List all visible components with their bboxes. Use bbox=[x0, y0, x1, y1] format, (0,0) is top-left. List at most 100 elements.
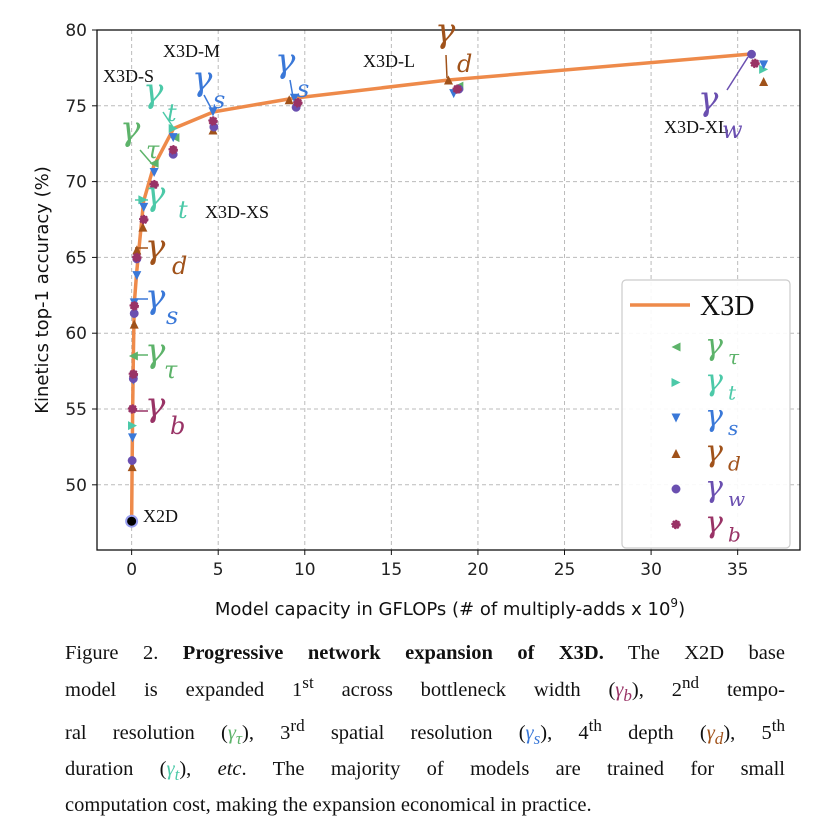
x2d-point bbox=[125, 514, 139, 528]
ticks: 0 5 10 15 20 25 30 35 50 55 60 65 70 75 80 bbox=[65, 21, 748, 580]
annot-d-l-pointer bbox=[445, 54, 448, 79]
legend-label-gamma-τ: γ bbox=[705, 328, 723, 363]
legend-x3d-label: X3D bbox=[700, 291, 754, 322]
annot-s-subscript: s bbox=[166, 302, 178, 330]
annot-tau-subscript: τ bbox=[146, 136, 160, 164]
annot-d-l-gamma: γ bbox=[435, 11, 456, 51]
caption-line: Figure 2. Progressive network expansion … bbox=[65, 642, 785, 664]
marker-gamma-s bbox=[132, 271, 142, 281]
legend-label-sub-s: s bbox=[728, 416, 738, 440]
annot-s-9-pointer bbox=[289, 79, 294, 98]
caption-line: ral resolution (γτ), 3rd spatial resolut… bbox=[65, 715, 786, 748]
y-tick-label: 50 bbox=[65, 476, 87, 496]
annot-t-xs-subscript: t bbox=[178, 196, 188, 224]
x-tick-label: 25 bbox=[554, 560, 576, 580]
marker-gamma-b bbox=[129, 301, 139, 311]
label-x3d-xl: X3D-XL bbox=[664, 117, 729, 137]
annot-s-m-gamma: γ bbox=[192, 59, 213, 99]
marker-gamma-d bbox=[138, 222, 148, 232]
x-tick-label: 20 bbox=[467, 560, 489, 580]
y-tick-label: 80 bbox=[65, 21, 87, 41]
marker-gamma-s bbox=[168, 133, 178, 143]
legend-marker-b bbox=[671, 519, 681, 530]
annot-t-s-gamma: γ bbox=[143, 71, 164, 111]
y-axis-label: Kinetics top-1 accuracy (%) bbox=[32, 166, 53, 414]
x-tick-label: 15 bbox=[381, 560, 403, 580]
marker-gamma-t bbox=[168, 124, 178, 134]
marker-gamma-s bbox=[149, 168, 159, 178]
marker-gamma-d bbox=[127, 462, 137, 472]
marker-gamma-w bbox=[127, 456, 137, 466]
marker-gamma-b bbox=[208, 116, 218, 126]
marker-gamma-s bbox=[208, 107, 218, 117]
annot-s-gamma: γ bbox=[145, 277, 166, 317]
annot-s-m-pointer bbox=[203, 94, 213, 111]
figure-caption: Figure 2. Progressive network expansion … bbox=[65, 638, 785, 820]
marker-gamma-b bbox=[168, 145, 178, 155]
legend-label-sub-t: t bbox=[728, 381, 737, 405]
legend-label-sub-d: d bbox=[728, 452, 741, 476]
legend-marker-s bbox=[671, 413, 681, 423]
annot-b-subscript: b bbox=[170, 412, 185, 440]
marker-gamma-s bbox=[127, 433, 137, 443]
legend-marker-d bbox=[671, 449, 681, 458]
marker-gamma-τ bbox=[128, 351, 138, 361]
annot-t-xs-gamma: γ bbox=[145, 174, 166, 214]
legend-label-gamma-t: γ bbox=[705, 364, 723, 399]
marker-gamma-d bbox=[444, 75, 453, 85]
annot-tau-gamma: γ bbox=[120, 109, 141, 149]
marker-gamma-d bbox=[129, 319, 139, 329]
label-x3d-xs: X3D-XS bbox=[205, 202, 269, 222]
marker-gamma-d bbox=[132, 245, 142, 255]
annot-tau-2-subscript: τ bbox=[164, 356, 178, 384]
annot-w-xl-gamma: γ bbox=[698, 79, 719, 119]
annot-d-subscript: d bbox=[172, 252, 187, 280]
annot-s-9-subscript: s bbox=[297, 75, 309, 103]
legend-box bbox=[621, 279, 791, 549]
annot-d-gamma: γ bbox=[145, 227, 166, 267]
y-tick-label: 70 bbox=[65, 173, 87, 193]
marker-gamma-w bbox=[747, 49, 756, 59]
x-tick-label: 30 bbox=[640, 560, 662, 580]
marker-gamma-b bbox=[132, 252, 142, 263]
legend-label-sub-b: b bbox=[728, 523, 741, 547]
label-x3d-l: X3D-L bbox=[363, 51, 415, 71]
annot-t-s-subscript: t bbox=[167, 99, 177, 127]
legend-marker-τ bbox=[671, 342, 681, 352]
legend-label-sub-τ: τ bbox=[728, 345, 740, 369]
annot-d-l-subscript: d bbox=[457, 50, 472, 78]
legend-label-gamma-w: γ bbox=[705, 470, 723, 505]
marker-gamma-b bbox=[293, 98, 303, 108]
label-x3d-s: X3D-S bbox=[103, 66, 154, 86]
legend-marker-t bbox=[671, 378, 681, 387]
x-axis-label: Model capacity in GFLOPs (# of multiply-… bbox=[215, 596, 685, 620]
annot-w-xl-pointer bbox=[726, 56, 749, 91]
marker-gamma-b bbox=[128, 369, 139, 379]
annot-w-xl-subscript: w bbox=[722, 116, 743, 144]
x-tick-label: 35 bbox=[727, 560, 749, 580]
annot-t-s-pointer bbox=[162, 111, 174, 128]
y-tick-label: 75 bbox=[65, 97, 87, 117]
y-tick-label: 65 bbox=[65, 248, 87, 268]
annot-b-gamma: γ bbox=[145, 385, 166, 425]
legend-label-gamma-b: γ bbox=[705, 506, 723, 541]
series bbox=[125, 49, 769, 528]
annot-tau-pointer bbox=[139, 149, 154, 166]
plot-frame bbox=[96, 29, 801, 551]
caption-line: duration (γt), etc. The majority of mode… bbox=[65, 757, 785, 784]
annot-tau-2-gamma: γ bbox=[145, 331, 166, 371]
marker-gamma-s bbox=[759, 60, 769, 70]
y-tick-label: 55 bbox=[65, 400, 87, 420]
marker-gamma-b bbox=[127, 404, 138, 414]
marker-gamma-b bbox=[750, 58, 760, 69]
x-tick-label: 0 bbox=[126, 560, 137, 580]
x-tick-label: 5 bbox=[213, 560, 224, 580]
marker-gamma-b bbox=[452, 84, 462, 94]
marker-gamma-b bbox=[139, 214, 149, 225]
chart: 0 5 10 15 20 25 30 35 50 55 60 65 70 75 80 X2D X3D-XS X3… bbox=[32, 11, 801, 620]
legend-label-sub-w: w bbox=[728, 487, 745, 511]
y-tick-label: 60 bbox=[65, 324, 87, 344]
label-x2d: X2D bbox=[143, 506, 178, 526]
